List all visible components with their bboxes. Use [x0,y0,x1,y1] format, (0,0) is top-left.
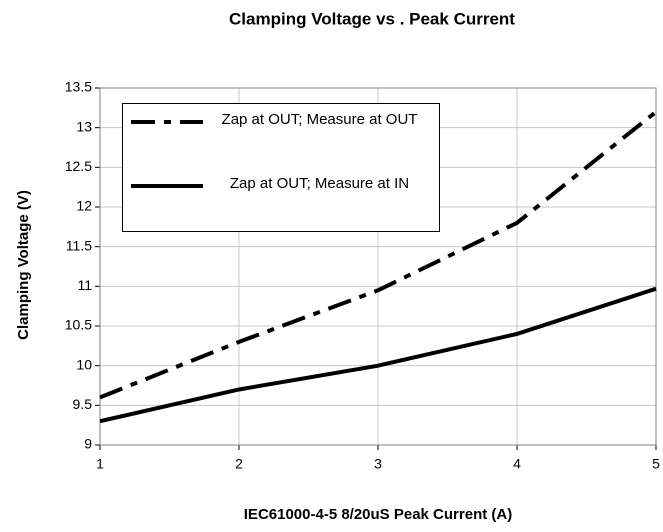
x-tick-label: 4 [513,456,521,472]
legend-label: Zap at OUT; Measure at OUT [221,111,418,128]
legend-entry: Zap at OUT; Measure at OUT [123,104,439,164]
chart-title: Clamping Voltage vs . Peak Current [229,9,515,28]
y-tick-label: 12 [76,198,92,214]
x-tick-label: 5 [652,456,660,472]
y-tick-label: 13.5 [65,79,92,95]
legend-swatch [131,120,203,124]
y-axis-label: Clamping Voltage (V) [15,190,32,340]
y-tick-label: 13 [76,118,92,134]
series-line [99,110,658,400]
y-tick-label: 10 [76,356,92,372]
series-line [99,286,657,424]
x-tick-label: 1 [96,456,104,472]
x-axis-label: IEC61000-4-5 8/20uS Peak Current (A) [244,506,512,523]
y-tick-label: 12.5 [65,158,92,174]
y-tick-label: 9 [84,436,92,452]
legend-swatch [131,184,203,188]
plot-frame [99,87,657,446]
legend-entry: Zap at OUT; Measure at IN [123,168,439,228]
legend-label: Zap at OUT; Measure at IN [229,175,410,192]
y-tick-label: 11.5 [66,237,92,253]
legend: Zap at OUT; Measure at OUT Zap at OUT; Me… [122,103,440,232]
y-tick-label: 10.5 [65,317,92,333]
y-tick-label: 11 [77,277,92,293]
x-tick-label: 3 [374,456,382,472]
x-tick-label: 2 [235,456,243,472]
y-tick-label: 9.5 [73,396,93,412]
